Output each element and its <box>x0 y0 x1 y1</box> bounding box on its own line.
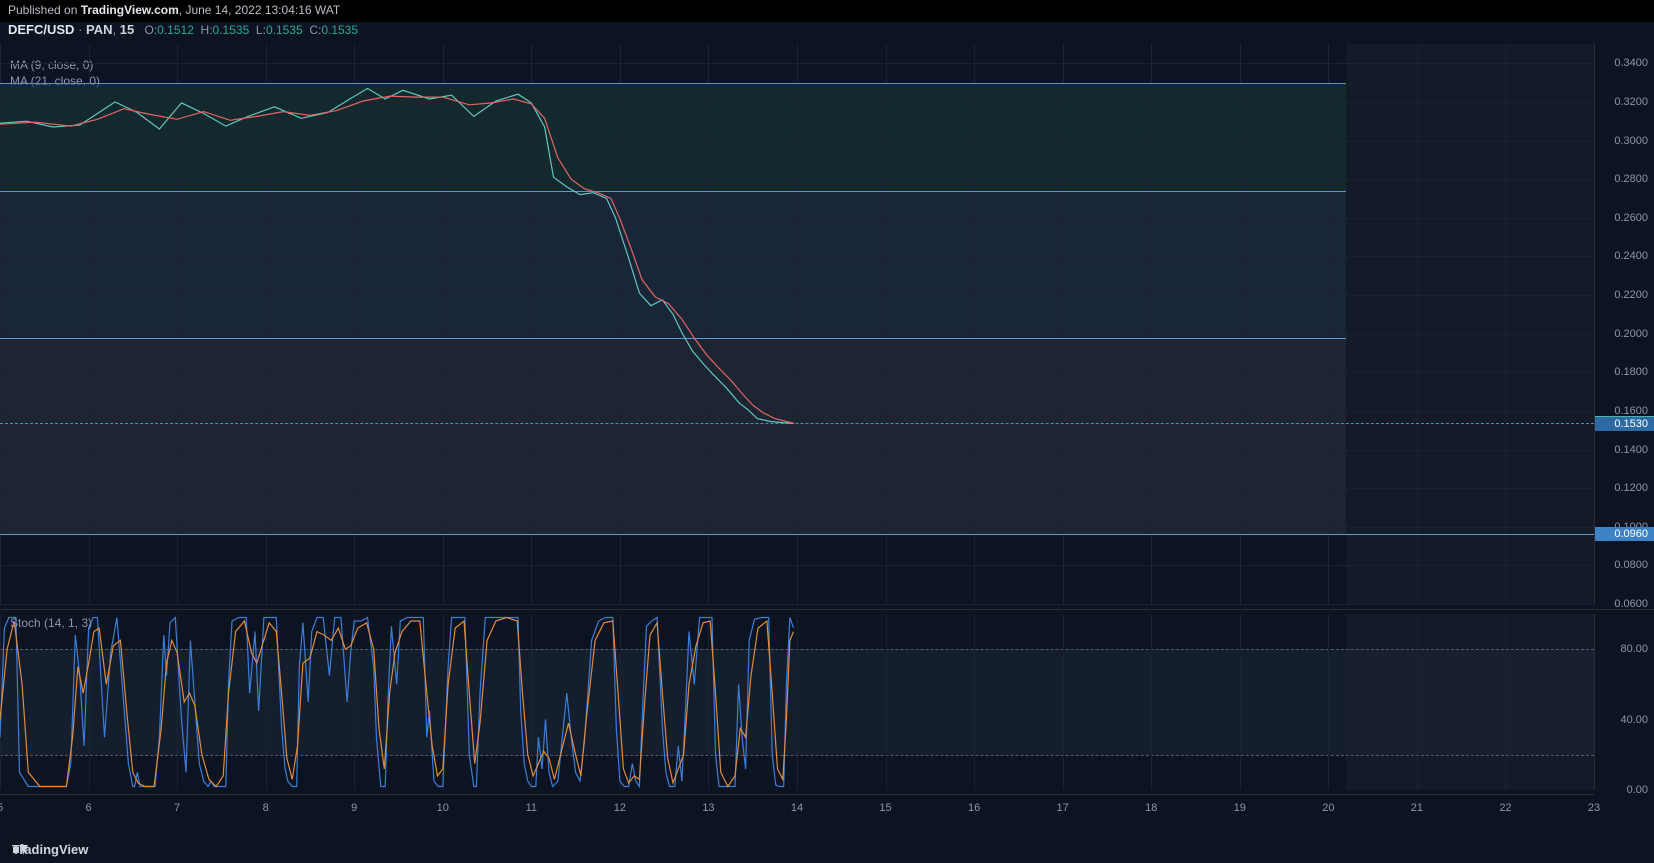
price-tag: 0.0960 <box>1595 527 1654 541</box>
tradingview-logo[interactable]: TradingView <box>12 842 88 857</box>
price-tick: 0.0800 <box>1614 559 1648 571</box>
time-tick: 15 <box>879 802 891 814</box>
publish-datetime: June 14, 2022 13:04:16 WAT <box>185 3 340 17</box>
interval: 15 <box>120 22 134 37</box>
time-tick: 12 <box>614 802 626 814</box>
symbol[interactable]: DEFC/USD <box>8 22 74 37</box>
chart-root: Published on TradingView.com, June 14, 2… <box>0 0 1654 863</box>
time-tick: 10 <box>437 802 449 814</box>
title-sep2: , <box>113 22 120 37</box>
time-tick: 11 <box>526 802 537 814</box>
stoch-tick: 40.00 <box>1620 714 1648 726</box>
price-tick: 0.1200 <box>1614 482 1648 494</box>
ohlc-low: 0.1535 <box>266 23 303 37</box>
price-tick: 0.3200 <box>1614 96 1648 108</box>
time-tick: 23 <box>1588 802 1600 814</box>
price-tick: 0.2200 <box>1614 289 1648 301</box>
price-tick: 0.2600 <box>1614 212 1648 224</box>
publish-text: Published on TradingView.com, June 14, 2… <box>8 3 340 17</box>
tv-logo-icon <box>12 842 28 858</box>
price-tick: 0.2000 <box>1614 328 1648 340</box>
time-tick: 7 <box>174 802 180 814</box>
price-tag: 0.1530 <box>1595 417 1654 431</box>
publish-header: Published on TradingView.com, June 14, 2… <box>0 0 1654 22</box>
price-tick: 0.3400 <box>1614 57 1648 69</box>
publish-site: TradingView.com <box>81 3 179 17</box>
price-tick: 0.3000 <box>1614 135 1648 147</box>
stoch-axis[interactable]: 0.0040.0080.00 <box>1594 614 1654 790</box>
time-tick: 19 <box>1234 802 1246 814</box>
stoch-tick: 0.00 <box>1627 784 1648 796</box>
time-tick: 16 <box>968 802 980 814</box>
time-tick: 17 <box>1057 802 1069 814</box>
stoch-tick: 80.00 <box>1620 643 1648 655</box>
time-tick: 13 <box>702 802 714 814</box>
time-tick: 22 <box>1499 802 1511 814</box>
publish-prefix: Published on <box>8 3 81 17</box>
time-tick: 6 <box>85 802 91 814</box>
price-tick: 0.2800 <box>1614 173 1648 185</box>
time-tick: 20 <box>1322 802 1334 814</box>
time-tick: 8 <box>263 802 269 814</box>
stoch-chart[interactable] <box>0 614 1594 790</box>
ohlc-open: 0.1512 <box>157 23 194 37</box>
time-tick: 14 <box>791 802 803 814</box>
price-tick: 0.1400 <box>1614 444 1648 456</box>
ohlc: O:0.1512 H:0.1535 L:0.1535 C:0.1535 <box>138 23 358 37</box>
time-tick: 18 <box>1145 802 1157 814</box>
price-tick: 0.1800 <box>1614 366 1648 378</box>
price-tick: 0.2400 <box>1614 250 1648 262</box>
main-chart[interactable] <box>0 44 1594 604</box>
exchange: PAN <box>86 22 112 37</box>
symbol-title-line: DEFC/USD · PAN, 15 O:0.1512 H:0.1535 L:0… <box>8 22 358 37</box>
ohlc-close: 0.1535 <box>321 23 358 37</box>
time-tick: 5 <box>0 802 3 814</box>
price-tick: 0.1600 <box>1614 405 1648 417</box>
title-sep1: · <box>74 22 86 37</box>
time-tick: 21 <box>1411 802 1423 814</box>
pane-separator[interactable] <box>0 609 1654 610</box>
indicator-stoch-label[interactable]: Stoch (14, 1, 3) <box>10 616 92 630</box>
time-axis[interactable]: 567891011121314151617181920212223 <box>0 794 1594 818</box>
ohlc-high: 0.1535 <box>213 23 250 37</box>
price-axis[interactable]: 0.06000.08000.10000.12000.14000.16000.18… <box>1594 44 1654 604</box>
time-tick: 9 <box>351 802 357 814</box>
